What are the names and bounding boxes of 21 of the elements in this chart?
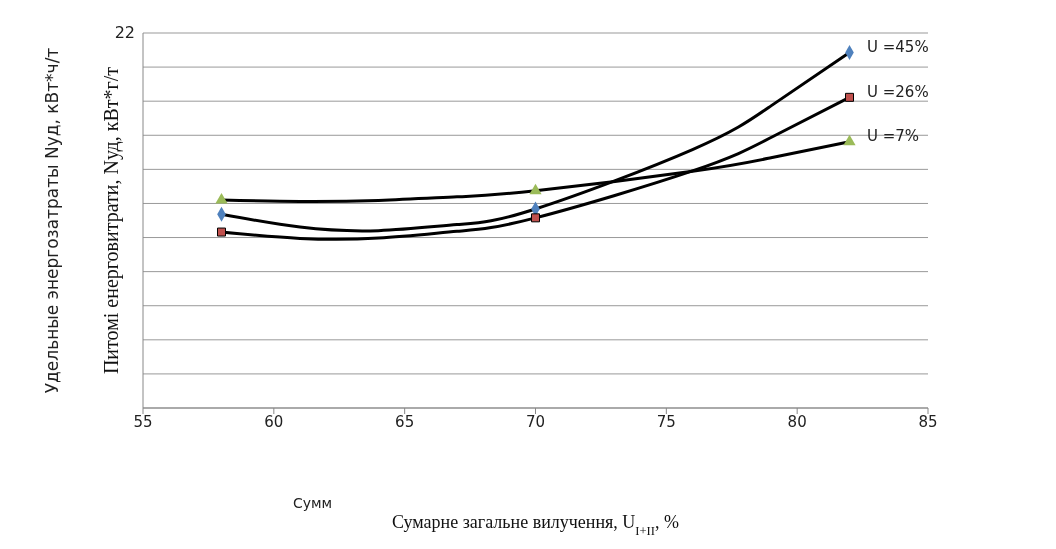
point	[531, 213, 540, 223]
x-tick-label: 65	[395, 412, 415, 431]
x-tick-label: 60	[264, 412, 284, 431]
point	[843, 134, 856, 146]
x-tick-label: 85	[918, 412, 938, 431]
series-label: U =45%	[866, 38, 929, 57]
point	[215, 193, 228, 204]
x-tick-label: 80	[787, 412, 807, 431]
x-tick-label: 55	[133, 412, 153, 431]
series-label: U =7%	[866, 127, 920, 146]
x-tick-label: 70	[525, 412, 546, 431]
text: Удельные энергозатраты Nуд, кВт*ч/т	[42, 47, 62, 394]
y-axis-title: Питомі енерговитрати, Nуд, кВт*г/т	[100, 66, 123, 375]
point	[845, 92, 854, 102]
point	[529, 183, 542, 195]
text: 22	[114, 23, 135, 42]
text: Сумм	[293, 495, 333, 511]
point	[217, 227, 226, 237]
series-label: U =26%	[866, 82, 929, 101]
x-axis-title: Сумарне загальне вилучення, U$_{I+II}$, %	[391, 512, 680, 538]
x-tick-label: 75	[656, 412, 676, 431]
